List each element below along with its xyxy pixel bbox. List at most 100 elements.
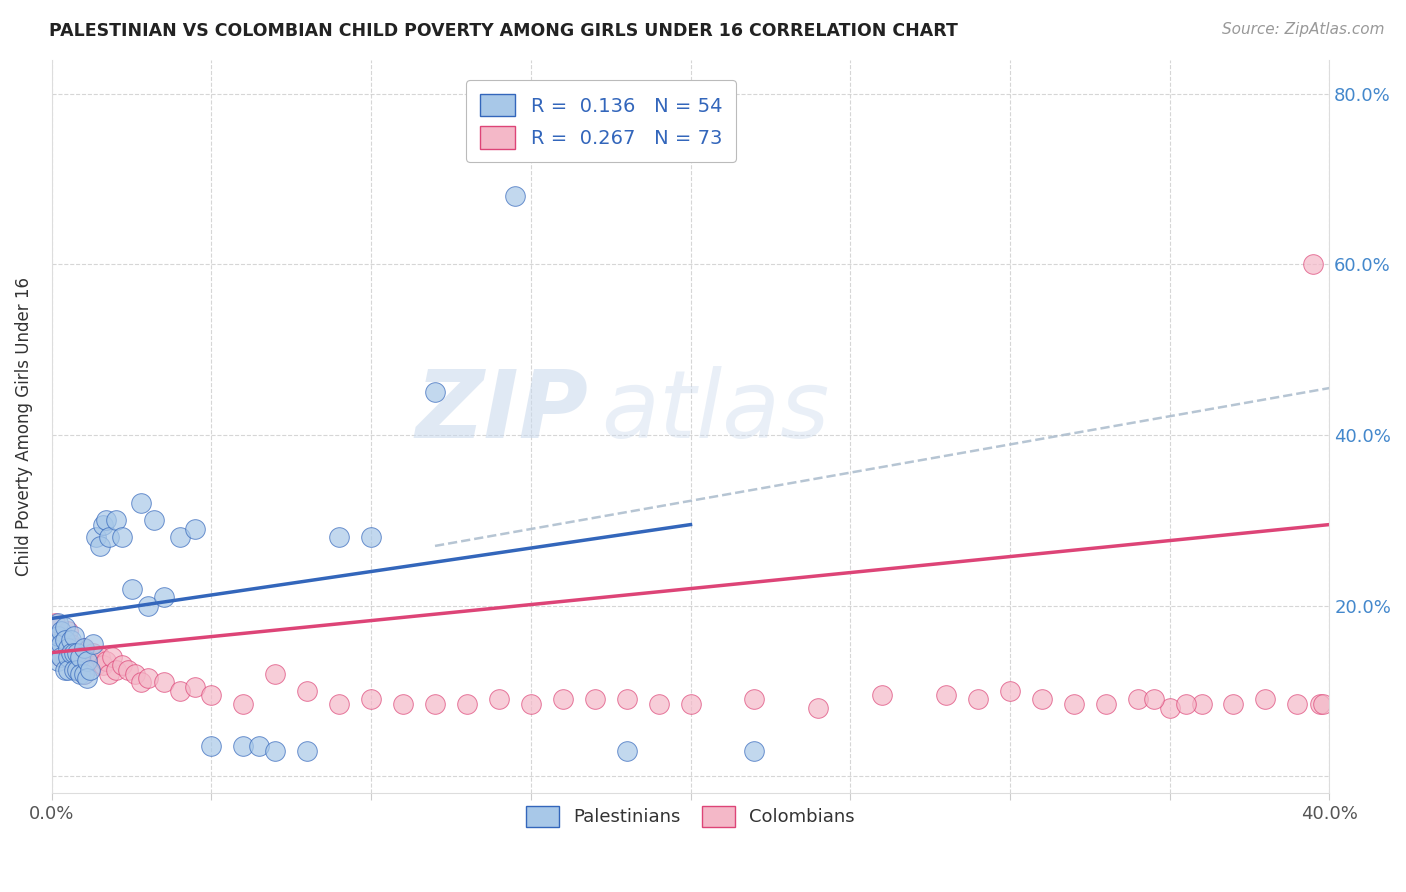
Point <box>247 739 270 754</box>
Point <box>51 649 73 664</box>
Point <box>679 697 702 711</box>
Point <box>200 688 222 702</box>
Point <box>44 637 66 651</box>
Text: ZIP: ZIP <box>415 366 588 458</box>
Point <box>967 692 990 706</box>
Point <box>360 530 382 544</box>
Point <box>1286 697 1309 711</box>
Point <box>79 663 101 677</box>
Point <box>101 649 124 664</box>
Point <box>63 628 86 642</box>
Point <box>184 522 207 536</box>
Point <box>583 692 606 706</box>
Point <box>59 646 82 660</box>
Point <box>59 637 82 651</box>
Point <box>53 632 76 647</box>
Point <box>51 649 73 664</box>
Point <box>53 649 76 664</box>
Point <box>73 666 96 681</box>
Point <box>66 663 89 677</box>
Text: PALESTINIAN VS COLOMBIAN CHILD POVERTY AMONG GIRLS UNDER 16 CORRELATION CHART: PALESTINIAN VS COLOMBIAN CHILD POVERTY A… <box>49 22 957 40</box>
Point <box>870 688 893 702</box>
Point <box>94 654 117 668</box>
Point <box>44 637 66 651</box>
Point <box>73 641 96 656</box>
Point <box>1174 697 1197 711</box>
Point <box>184 680 207 694</box>
Point <box>935 688 957 702</box>
Point <box>1094 697 1116 711</box>
Point <box>91 658 114 673</box>
Point <box>1312 697 1334 711</box>
Point <box>51 637 73 651</box>
Point <box>76 671 98 685</box>
Point <box>104 513 127 527</box>
Point <box>56 646 79 660</box>
Text: atlas: atlas <box>602 367 830 458</box>
Point <box>82 637 104 651</box>
Point <box>53 632 76 647</box>
Point <box>232 697 254 711</box>
Point <box>807 701 830 715</box>
Point <box>520 697 543 711</box>
Point <box>44 615 66 630</box>
Point <box>1126 692 1149 706</box>
Point <box>86 530 108 544</box>
Point <box>98 666 121 681</box>
Point <box>117 663 139 677</box>
Point <box>91 517 114 532</box>
Point <box>111 530 134 544</box>
Point <box>46 628 69 642</box>
Point <box>66 646 89 660</box>
Point <box>44 646 66 660</box>
Point <box>744 692 766 706</box>
Point <box>59 632 82 647</box>
Point <box>142 513 165 527</box>
Point <box>56 641 79 656</box>
Point <box>1063 697 1085 711</box>
Point <box>53 620 76 634</box>
Point <box>152 675 174 690</box>
Point <box>82 646 104 660</box>
Point <box>86 658 108 673</box>
Point <box>63 658 86 673</box>
Point <box>76 654 98 668</box>
Point <box>998 684 1021 698</box>
Point <box>503 189 526 203</box>
Point <box>456 697 478 711</box>
Legend: Palestinians, Colombians: Palestinians, Colombians <box>517 797 863 836</box>
Point <box>169 684 191 698</box>
Point <box>232 739 254 754</box>
Point <box>200 739 222 754</box>
Point <box>63 646 86 660</box>
Point <box>63 641 86 656</box>
Point <box>488 692 510 706</box>
Point <box>63 663 86 677</box>
Point <box>1159 701 1181 715</box>
Point <box>423 697 446 711</box>
Point <box>1222 697 1244 711</box>
Point <box>79 654 101 668</box>
Point <box>59 654 82 668</box>
Point <box>53 663 76 677</box>
Point <box>46 628 69 642</box>
Point <box>124 666 146 681</box>
Point <box>56 663 79 677</box>
Point <box>56 624 79 639</box>
Point <box>264 744 287 758</box>
Point <box>328 530 350 544</box>
Point <box>1309 697 1331 711</box>
Point <box>129 675 152 690</box>
Point <box>46 615 69 630</box>
Y-axis label: Child Poverty Among Girls Under 16: Child Poverty Among Girls Under 16 <box>15 277 32 576</box>
Point <box>56 649 79 664</box>
Point <box>1191 697 1213 711</box>
Point <box>1031 692 1053 706</box>
Point <box>111 658 134 673</box>
Point <box>129 496 152 510</box>
Point <box>392 697 415 711</box>
Point <box>69 649 91 664</box>
Point <box>69 649 91 664</box>
Point <box>297 684 319 698</box>
Point <box>616 744 638 758</box>
